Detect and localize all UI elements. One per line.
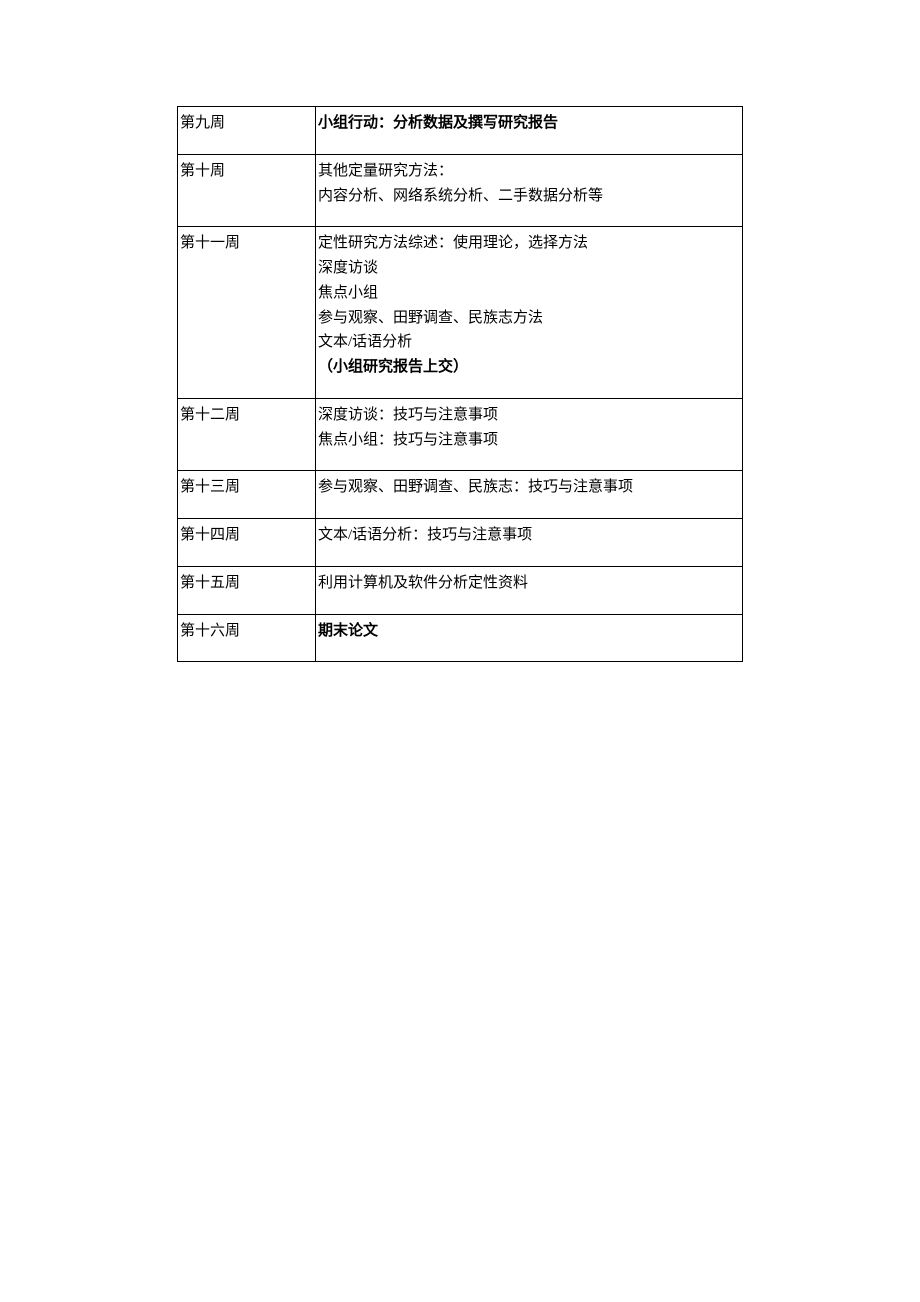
table-row: 第十五周利用计算机及软件分析定性资料: [178, 566, 743, 614]
content-line: 期末论文: [318, 619, 740, 644]
week-cell: 第十一周: [178, 227, 316, 399]
content-line: 文本/话语分析：技巧与注意事项: [318, 523, 740, 548]
schedule-table-body: 第九周小组行动：分析数据及撰写研究报告第十周其他定量研究方法：内容分析、网络系统…: [178, 107, 743, 662]
week-cell: 第十四周: [178, 519, 316, 567]
content-line: 焦点小组: [318, 281, 740, 306]
week-cell: 第十二周: [178, 398, 316, 471]
week-cell: 第十三周: [178, 471, 316, 519]
content-cell: 期末论文: [316, 614, 743, 662]
content-line: 深度访谈: [318, 256, 740, 281]
content-cell: 参与观察、田野调查、民族志：技巧与注意事项: [316, 471, 743, 519]
content-cell: 深度访谈：技巧与注意事项焦点小组：技巧与注意事项: [316, 398, 743, 471]
week-cell: 第十五周: [178, 566, 316, 614]
content-line: 其他定量研究方法：: [318, 159, 740, 184]
week-cell: 第十六周: [178, 614, 316, 662]
table-row: 第九周小组行动：分析数据及撰写研究报告: [178, 107, 743, 155]
content-line: 参与观察、田野调查、民族志方法: [318, 306, 740, 331]
content-cell: 定性研究方法综述：使用理论，选择方法深度访谈焦点小组参与观察、田野调查、民族志方…: [316, 227, 743, 399]
content-cell: 其他定量研究方法：内容分析、网络系统分析、二手数据分析等: [316, 154, 743, 227]
content-cell: 文本/话语分析：技巧与注意事项: [316, 519, 743, 567]
content-cell: 利用计算机及软件分析定性资料: [316, 566, 743, 614]
content-line: 深度访谈：技巧与注意事项: [318, 403, 740, 428]
week-cell: 第九周: [178, 107, 316, 155]
content-cell: 小组行动：分析数据及撰写研究报告: [316, 107, 743, 155]
content-line: 参与观察、田野调查、民族志：技巧与注意事项: [318, 475, 740, 500]
content-line: （小组研究报告上交）: [318, 355, 740, 380]
table-row: 第十二周深度访谈：技巧与注意事项焦点小组：技巧与注意事项: [178, 398, 743, 471]
schedule-table: 第九周小组行动：分析数据及撰写研究报告第十周其他定量研究方法：内容分析、网络系统…: [177, 106, 743, 662]
table-row: 第十三周参与观察、田野调查、民族志：技巧与注意事项: [178, 471, 743, 519]
table-row: 第十周其他定量研究方法：内容分析、网络系统分析、二手数据分析等: [178, 154, 743, 227]
content-line: 小组行动：分析数据及撰写研究报告: [318, 111, 740, 136]
content-line: 定性研究方法综述：使用理论，选择方法: [318, 231, 740, 256]
table-row: 第十四周文本/话语分析：技巧与注意事项: [178, 519, 743, 567]
content-line: 利用计算机及软件分析定性资料: [318, 571, 740, 596]
table-row: 第十六周期末论文: [178, 614, 743, 662]
content-line: 文本/话语分析: [318, 330, 740, 355]
content-line: 内容分析、网络系统分析、二手数据分析等: [318, 184, 740, 209]
week-cell: 第十周: [178, 154, 316, 227]
table-row: 第十一周定性研究方法综述：使用理论，选择方法深度访谈焦点小组参与观察、田野调查、…: [178, 227, 743, 399]
content-line: 焦点小组：技巧与注意事项: [318, 428, 740, 453]
